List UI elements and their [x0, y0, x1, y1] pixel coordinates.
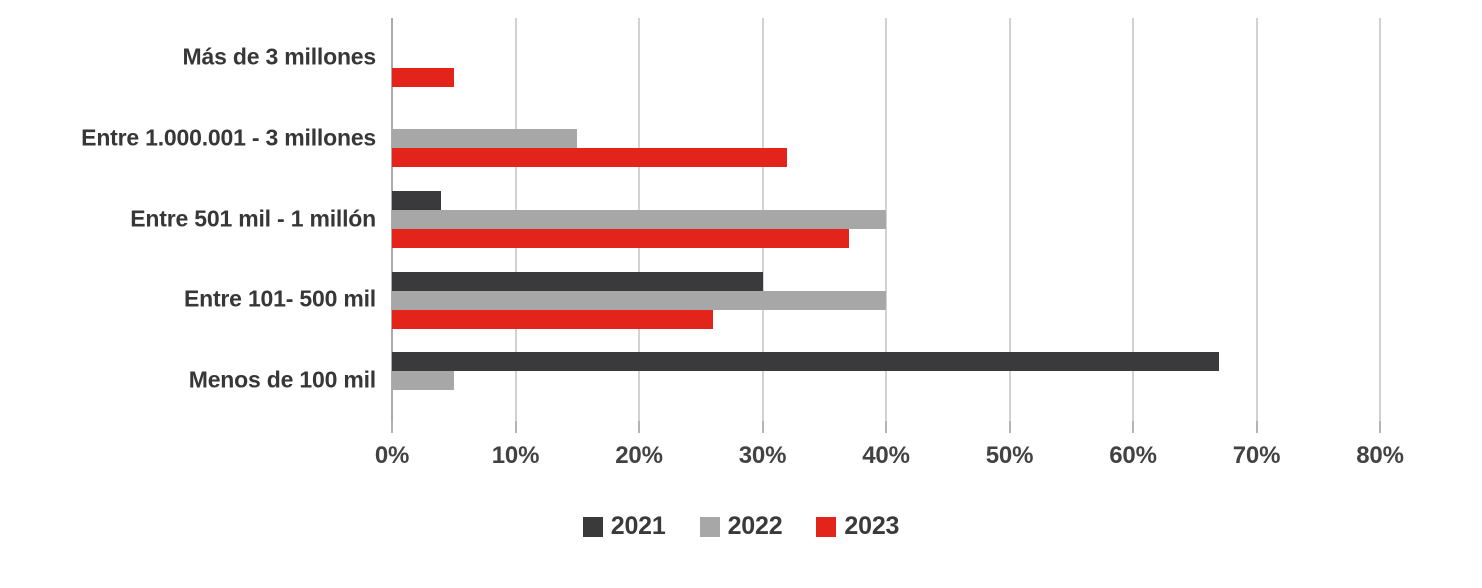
tick-mark-80 — [1379, 421, 1381, 433]
bar-2021-entre-101-500-mil — [392, 271, 763, 291]
x-tick-label-70: 70% — [1232, 442, 1281, 469]
tick-mark-70 — [1255, 421, 1258, 433]
gridline-40 — [885, 18, 887, 421]
gridline-70 — [1255, 18, 1258, 421]
legend-item-2021: 2021 — [582, 512, 666, 541]
x-tick-label-80: 80% — [1356, 442, 1404, 469]
bar-2022-entre-501-mil-1-millon — [392, 210, 886, 229]
tick-mark-40 — [885, 421, 887, 433]
legend-swatch-2021 — [582, 516, 603, 537]
bar-2023-entre-101-500-mil — [392, 309, 714, 329]
bar-2021-menos-de-100-mil — [392, 352, 1220, 372]
bar-2021-entre-501-mil-1-millon — [392, 191, 442, 210]
gridline-80 — [1379, 18, 1381, 421]
category-label-entre-501-mil-1-millon: Entre 501 mil - 1 millón — [130, 204, 376, 231]
legend-swatch-2022 — [699, 516, 720, 537]
bar-2022-menos-de-100-mil — [392, 371, 454, 391]
x-tick-label-40: 40% — [862, 442, 910, 469]
tick-mark-10 — [514, 421, 517, 433]
legend-label-2021: 2021 — [610, 512, 666, 540]
legend-label-2022: 2022 — [727, 512, 783, 540]
bar-2023-mas-de-3-millones — [392, 67, 454, 87]
tick-mark-20 — [638, 421, 640, 433]
bar-2022-entre-1-000-001-3-millones — [392, 129, 578, 149]
gridline-60 — [1132, 18, 1134, 421]
bar-2023-entre-1-000-001-3-millones — [392, 148, 788, 168]
x-tick-label-0: 0% — [374, 442, 410, 469]
bar-2022-entre-101-500-mil — [392, 290, 886, 310]
x-tick-label-30: 30% — [738, 442, 787, 469]
legend-item-2022: 2022 — [699, 512, 783, 541]
plot-area — [391, 18, 1381, 421]
legend-label-2023: 2023 — [844, 512, 900, 540]
category-label-mas-de-3-millones: Más de 3 millones — [182, 43, 377, 70]
legend: 2021 2022 2023 — [0, 512, 1482, 541]
x-tick-label-60: 60% — [1109, 442, 1157, 469]
legend-swatch-2023 — [816, 516, 837, 537]
x-tick-label-20: 20% — [615, 442, 663, 469]
tick-mark-0 — [391, 421, 393, 433]
category-label-entre-1-000-001-3-millones: Entre 1.000.001 - 3 millones — [81, 124, 376, 151]
category-label-entre-101-500-mil: Entre 101- 500 mil — [183, 285, 376, 312]
tick-mark-60 — [1132, 421, 1134, 433]
x-tick-label-50: 50% — [985, 442, 1034, 469]
bar-2023-entre-501-mil-1-millon — [392, 229, 849, 248]
gridline-50 — [1008, 18, 1011, 421]
tick-mark-30 — [761, 421, 764, 433]
tick-mark-50 — [1008, 421, 1011, 433]
x-tick-label-10: 10% — [491, 442, 540, 469]
legend-item-2023: 2023 — [816, 512, 899, 541]
category-label-menos-de-100-mil: Menos de 100 mil — [188, 366, 376, 393]
